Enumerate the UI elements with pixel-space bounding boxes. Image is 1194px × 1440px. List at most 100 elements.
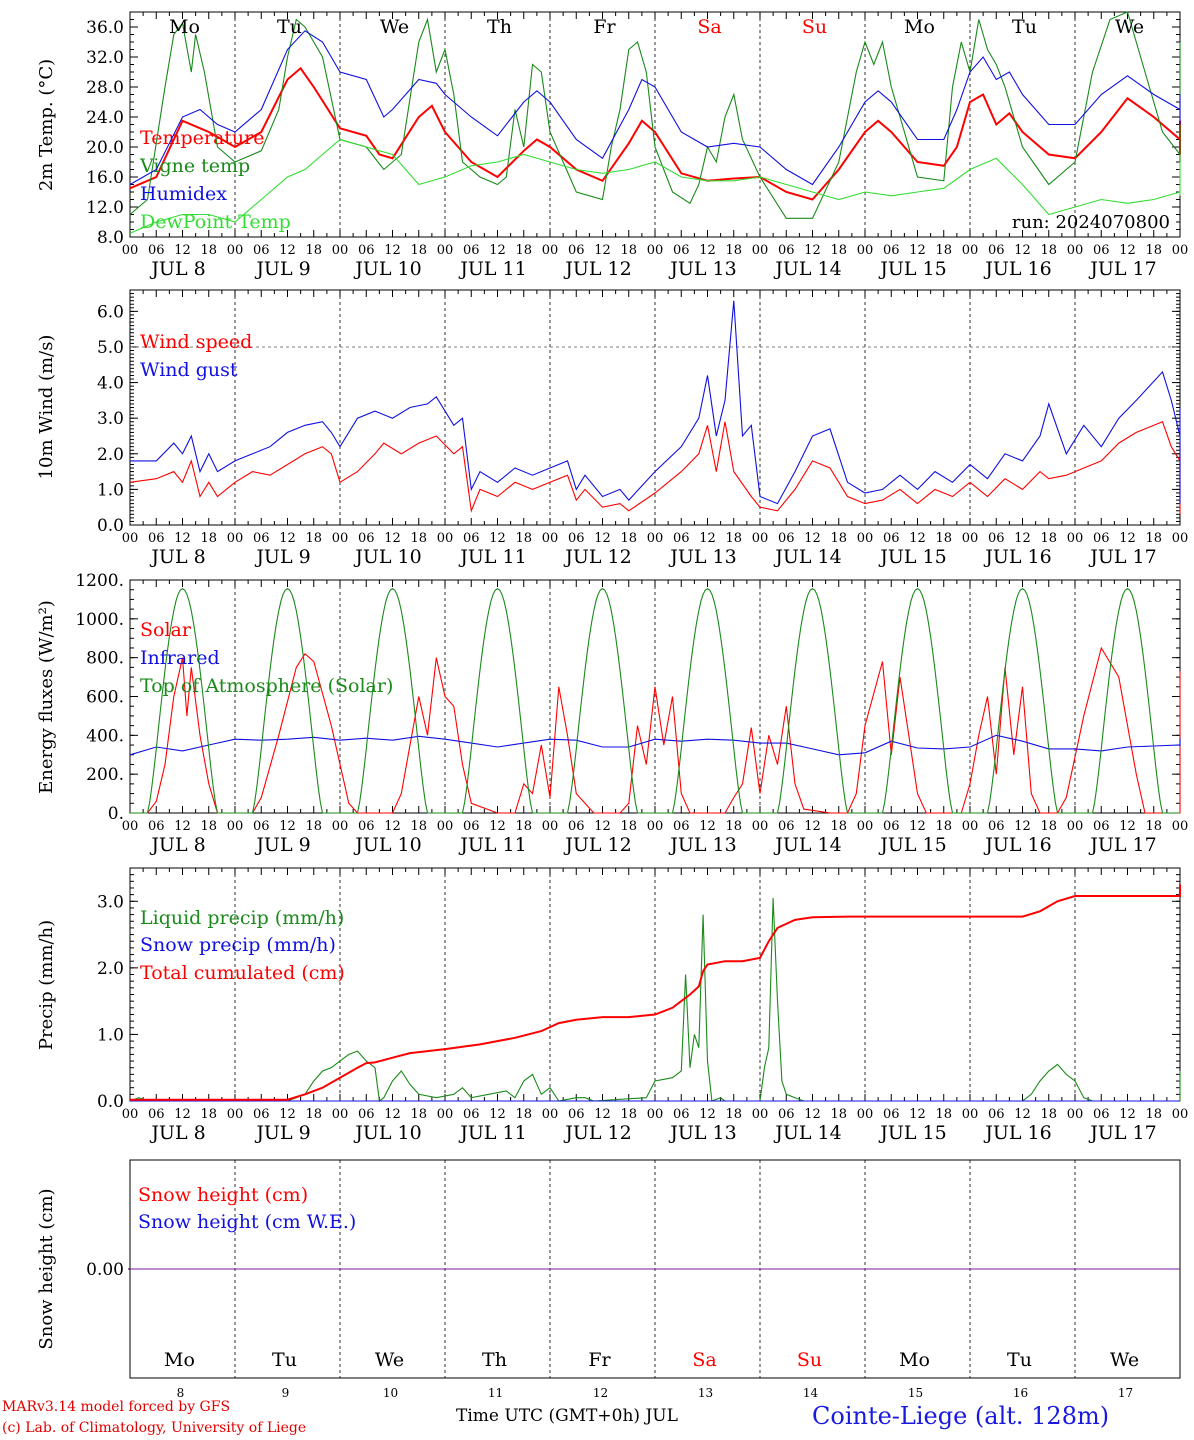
- hour-tick-label: 00: [332, 1107, 349, 1122]
- y-axis-label: 2m Temp. (°C): [36, 59, 57, 191]
- day-of-week-label: Fr: [588, 1349, 611, 1371]
- hour-tick-label: 12: [909, 1107, 926, 1122]
- hour-tick-label: 18: [515, 531, 532, 546]
- hour-tick-label: 12: [1014, 1107, 1031, 1122]
- day-number-label: 12: [593, 1386, 608, 1400]
- hour-tick-label: 00: [647, 1107, 664, 1122]
- hour-tick-label: 00: [647, 531, 664, 546]
- day-of-week-label: Sa: [697, 16, 721, 38]
- hour-tick-label: 18: [620, 1107, 637, 1122]
- hour-tick-label: 06: [988, 243, 1005, 258]
- hour-tick-label: 18: [725, 531, 742, 546]
- hour-tick-label: 00: [227, 243, 244, 258]
- day-date-label: JUL 13: [668, 546, 736, 568]
- hour-tick-label: 18: [830, 1107, 847, 1122]
- hour-tick-label: 12: [699, 243, 716, 258]
- hour-tick-label: 00: [122, 531, 139, 546]
- day-of-week-label: Su: [797, 1349, 822, 1371]
- y-tick-label: 200.: [86, 765, 124, 785]
- hour-tick-label: 18: [515, 243, 532, 258]
- hour-tick-label: 00: [227, 531, 244, 546]
- hour-tick-label: 00: [542, 243, 559, 258]
- hour-tick-label: 00: [1067, 531, 1084, 546]
- panel-frame: [129, 11, 1181, 238]
- y-tick-label: 3.0: [97, 409, 124, 429]
- hour-tick-label: 18: [935, 531, 952, 546]
- hour-tick-label: 18: [1145, 243, 1162, 258]
- hour-tick-label: 06: [883, 819, 900, 834]
- day-date-label: JUL 10: [353, 834, 421, 856]
- day-date-label: JUL 15: [878, 1122, 946, 1144]
- hour-tick-label: 18: [1040, 1107, 1057, 1122]
- hour-tick-label: 12: [594, 819, 611, 834]
- day-date-label: JUL 8: [149, 834, 205, 856]
- hour-tick-label: 06: [463, 819, 480, 834]
- hour-tick-label: 18: [200, 531, 217, 546]
- hour-tick-label: 06: [988, 1107, 1005, 1122]
- day-of-week-label: Tu: [1012, 16, 1037, 38]
- hour-tick-label: 18: [200, 819, 217, 834]
- y-tick-label: 0.00: [86, 1260, 124, 1280]
- day-date-label: JUL 9: [254, 546, 310, 568]
- hour-tick-label: 06: [883, 1107, 900, 1122]
- hour-tick-label: 12: [1119, 819, 1136, 834]
- hour-tick-label: 06: [358, 819, 375, 834]
- series-line-top-of-atmosphere-solar-: [130, 588, 1180, 814]
- day-of-week-label: Mo: [904, 16, 935, 38]
- hour-tick-label: 06: [568, 1107, 585, 1122]
- y-tick-label: 32.0: [86, 48, 124, 68]
- hour-tick-label: 18: [725, 1107, 742, 1122]
- hour-tick-label: 12: [489, 531, 506, 546]
- hour-tick-label: 12: [1014, 819, 1031, 834]
- legend-entry: DewPoint Temp: [140, 211, 291, 233]
- hour-tick-label: 12: [279, 819, 296, 834]
- hour-tick-label: 00: [437, 243, 454, 258]
- hour-tick-label: 00: [647, 819, 664, 834]
- day-of-week-label: Su: [802, 16, 827, 38]
- day-number-label: 17: [1118, 1386, 1133, 1400]
- hour-tick-label: 00: [752, 531, 769, 546]
- day-of-week-label: Tu: [277, 16, 302, 38]
- hour-tick-label: 06: [463, 531, 480, 546]
- hour-tick-label: 18: [935, 243, 952, 258]
- y-tick-label: 16.0: [86, 168, 124, 188]
- hour-tick-label: 18: [305, 1107, 322, 1122]
- day-number-label: 15: [908, 1386, 923, 1400]
- day-date-label: JUL 11: [458, 834, 526, 856]
- hour-tick-label: 18: [305, 531, 322, 546]
- legend-entry: Vigne temp: [139, 155, 250, 177]
- day-date-label: JUL 14: [773, 1122, 841, 1144]
- hour-tick-label: 06: [1093, 531, 1110, 546]
- hour-tick-label: 00: [1172, 819, 1189, 834]
- day-date-label: JUL 16: [983, 258, 1051, 280]
- legend-entry: Humidex: [140, 183, 227, 205]
- day-date-label: JUL 14: [773, 258, 841, 280]
- hour-tick-label: 00: [227, 1107, 244, 1122]
- hour-tick-label: 18: [200, 1107, 217, 1122]
- hour-tick-label: 12: [1014, 531, 1031, 546]
- series-line-infrared: [129, 734, 1181, 756]
- day-of-week-label: Th: [487, 16, 512, 38]
- hour-tick-label: 12: [909, 819, 926, 834]
- day-date-label: JUL 8: [149, 546, 205, 568]
- hour-tick-label: 06: [1093, 1107, 1110, 1122]
- hour-tick-label: 18: [1145, 819, 1162, 834]
- series-line-humidex: [129, 30, 1181, 186]
- hour-tick-label: 00: [542, 819, 559, 834]
- y-tick-label: 0.: [108, 804, 124, 824]
- hour-tick-label: 00: [1172, 243, 1189, 258]
- legend-entry: Snow height (cm W.E.): [138, 1211, 356, 1233]
- hour-tick-label: 00: [647, 243, 664, 258]
- hour-tick-label: 00: [857, 243, 874, 258]
- hour-tick-label: 18: [830, 531, 847, 546]
- hour-tick-label: 06: [358, 243, 375, 258]
- hour-tick-label: 06: [148, 531, 165, 546]
- day-of-week-label: Fr: [593, 16, 616, 38]
- hour-tick-label: 00: [752, 819, 769, 834]
- hour-tick-label: 00: [542, 531, 559, 546]
- hour-tick-label: 06: [778, 531, 795, 546]
- hour-tick-label: 12: [804, 1107, 821, 1122]
- hour-tick-label: 06: [778, 1107, 795, 1122]
- day-number-label: 14: [803, 1386, 819, 1400]
- hour-tick-label: 06: [253, 531, 270, 546]
